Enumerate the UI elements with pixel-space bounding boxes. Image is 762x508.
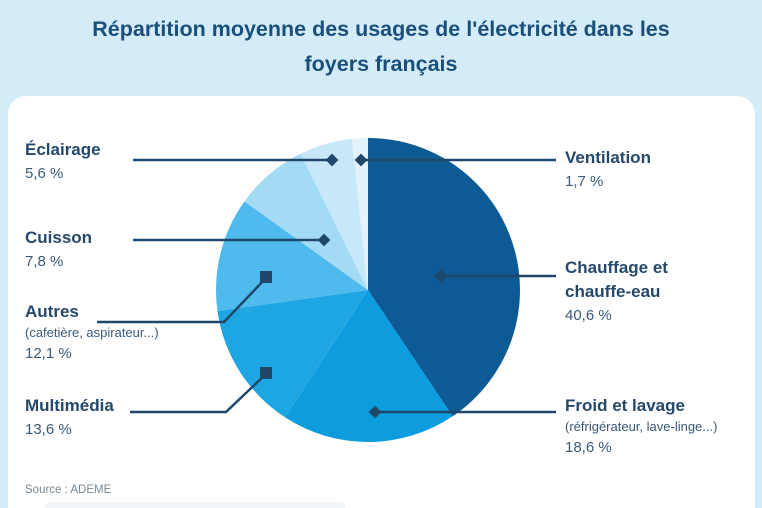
- slice-value: 12,1 %: [25, 345, 72, 362]
- source-credit: Source : ADEME: [25, 484, 112, 496]
- slice-label: Éclairage: [25, 140, 101, 159]
- slice-value: 1,7 %: [565, 173, 604, 190]
- slice-value: 18,6 %: [565, 439, 612, 456]
- callout-eclairage: Éclairage 5,6 %: [25, 138, 101, 185]
- slice-label: Cuisson: [25, 228, 93, 247]
- callout-cuisson: Cuisson 7,8 %: [25, 226, 92, 273]
- slice-label: Chauffage et chauffe-eau: [565, 258, 668, 301]
- slice-value: 7,8 %: [25, 253, 64, 270]
- callout-ventilation: Ventilation 1,7 %: [565, 146, 651, 193]
- slice-label: Autres: [25, 302, 79, 321]
- slice-label: Multimédia: [25, 396, 114, 415]
- page-title: Répartition moyenne des usages de l'élec…: [92, 17, 670, 76]
- callout-multimedia: Multimédia 13,6 %: [25, 394, 114, 441]
- slice-value: 40,6 %: [565, 307, 612, 324]
- slice-sublabel: (cafetière, aspirateur...): [25, 325, 159, 340]
- slice-sublabel: (réfrigérateur, lave-linge...): [565, 419, 718, 434]
- callout-autres: Autres (cafetière, aspirateur...) 12,1 %: [25, 300, 159, 365]
- slice-value: 5,6 %: [25, 165, 64, 182]
- callout-chauffage: Chauffage et chauffe-eau 40,6 %: [565, 256, 695, 327]
- slice-label: Froid et lavage: [565, 396, 685, 415]
- cutoff-element: [45, 502, 345, 508]
- slice-value: 13,6 %: [25, 421, 72, 438]
- callout-froid: Froid et lavage (réfrigérateur, lave-lin…: [565, 394, 717, 459]
- slice-label: Ventilation: [565, 148, 651, 167]
